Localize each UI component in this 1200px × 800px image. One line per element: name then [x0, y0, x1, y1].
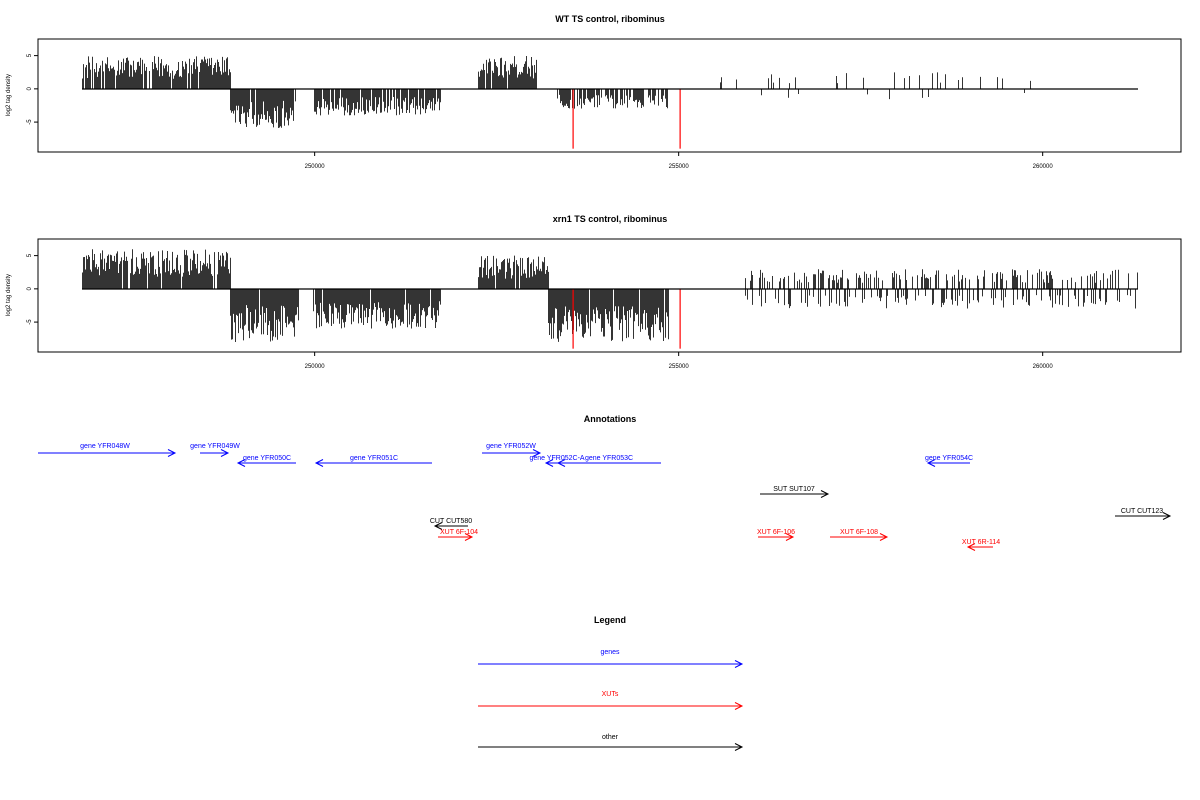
y-tick-label: 5 — [27, 53, 33, 57]
arrow-head-icon — [220, 449, 230, 457]
arrow-head-icon — [785, 533, 795, 541]
annotation-item: XUT 6F-106 — [757, 529, 795, 541]
annotation-label: CUT CUT123 — [1121, 508, 1163, 515]
annotation-label: gene YFR052W — [486, 443, 536, 450]
annotation-item: gene YFR048W — [38, 443, 177, 457]
wt-y-axis: 5 0 -5 — [27, 53, 38, 125]
legend-panel: Legend genes XUTs other — [478, 615, 744, 751]
wt-track-title: WT TS control, ribominus — [555, 14, 665, 24]
annotation-label: gene YFR051C — [350, 455, 398, 462]
arrow-head-icon — [464, 533, 474, 541]
arrow-head-icon — [556, 459, 566, 467]
legend-label: other — [602, 734, 619, 741]
y-tick-label: -5 — [27, 319, 33, 325]
xrn1-track-title: xrn1 TS control, ribominus — [553, 214, 668, 224]
legend-entry: XUTs — [478, 691, 744, 710]
annotations-panel: Annotations gene YFR048W gene YFR049Wgene… — [38, 414, 1172, 551]
wt-x-axis: 250000 255000 260000 — [305, 152, 1054, 170]
legend-entry: other — [478, 734, 744, 751]
arrow-head-icon — [734, 702, 744, 710]
x-tick-label: 250000 — [305, 164, 326, 170]
xrn1-y-axis-label: log2 tag density — [6, 274, 12, 316]
y-tick-label: -5 — [27, 119, 33, 125]
wt-plot-frame — [37, 38, 1182, 153]
legend-title: Legend — [594, 615, 626, 625]
x-tick-label: 255000 — [669, 364, 690, 370]
x-tick-label: 255000 — [669, 164, 690, 170]
annotation-label: XUT 6F-106 — [757, 529, 795, 536]
annotation-label: CUT CUT580 — [430, 518, 472, 525]
annotation-label: XUT 6F-108 — [840, 529, 878, 536]
wt-y-axis-label: log2 tag density — [6, 74, 12, 116]
legend-label: genes — [600, 649, 620, 656]
legend-entries: genes XUTs other — [478, 649, 744, 751]
y-tick-label: 0 — [27, 287, 33, 291]
legend-label: XUTs — [602, 691, 619, 698]
arrow-head-icon — [167, 449, 177, 457]
arrow-head-icon — [433, 522, 443, 530]
xrn1-signal-bars — [82, 249, 1138, 349]
annotation-item: gene YFR050C — [236, 455, 296, 467]
annotation-label: XUT 6R-114 — [962, 539, 1000, 546]
annotations-title: Annotations — [584, 414, 637, 424]
annotation-item: gene YFR051C — [314, 455, 432, 467]
xrn1-x-axis: 250000 255000 260000 — [305, 352, 1054, 370]
xrn1-plot-frame — [37, 238, 1182, 353]
annotation-item: XUT 6F-108 — [830, 529, 889, 541]
annotation-label: SUT SUT107 — [773, 486, 815, 493]
arrow-head-icon — [820, 490, 830, 498]
annotation-item: CUT CUT580 — [430, 518, 472, 530]
arrow-head-icon — [734, 743, 744, 751]
annotation-label: gene YFR052C-A — [529, 455, 584, 462]
annotation-item: gene YFR052C-A — [529, 455, 585, 467]
x-tick-label: 250000 — [305, 364, 326, 370]
annotation-item: XUT 6F-104 — [438, 529, 478, 541]
arrow-head-icon — [236, 459, 246, 467]
xrn1-y-axis: 5 0 -5 — [27, 253, 38, 325]
legend-entry: genes — [478, 649, 744, 668]
annotation-item: XUT 6R-114 — [962, 539, 1000, 551]
annotation-label: XUT 6F-104 — [440, 529, 478, 536]
arrow-head-icon — [966, 543, 976, 551]
annotation-label: gene YFR050C — [243, 455, 291, 462]
annotation-item: CUT CUT123 — [1115, 508, 1172, 520]
annotation-item: SUT SUT107 — [760, 486, 830, 498]
y-tick-label: 0 — [27, 87, 33, 91]
arrow-head-icon — [926, 459, 936, 467]
arrow-head-icon — [314, 459, 324, 467]
annotation-label: gene YFR049W — [190, 443, 240, 450]
annotation-item: gene YFR049W — [190, 443, 240, 457]
arrow-head-icon — [544, 459, 554, 467]
x-tick-label: 260000 — [1033, 364, 1054, 370]
y-tick-label: 5 — [27, 253, 33, 257]
arrow-head-icon — [1162, 512, 1172, 520]
annotation-item: gene YFR053C — [556, 455, 661, 467]
annotation-item: gene YFR054C — [925, 455, 973, 467]
x-tick-label: 260000 — [1033, 164, 1054, 170]
annotation-label: gene YFR048W — [80, 443, 130, 450]
annotation-label: gene YFR054C — [925, 455, 973, 462]
xrn1-track-panel: xrn1 TS control, ribominus log2 tag dens… — [6, 214, 1182, 370]
arrow-head-icon — [734, 660, 744, 668]
arrow-head-icon — [532, 449, 542, 457]
annotation-label: gene YFR053C — [585, 455, 633, 462]
annotation-item: gene YFR052W — [482, 443, 542, 457]
wt-track-panel: WT TS control, ribominus log2 tag densit… — [6, 14, 1182, 170]
arrow-head-icon — [879, 533, 889, 541]
wt-signal-bars — [82, 55, 1031, 149]
